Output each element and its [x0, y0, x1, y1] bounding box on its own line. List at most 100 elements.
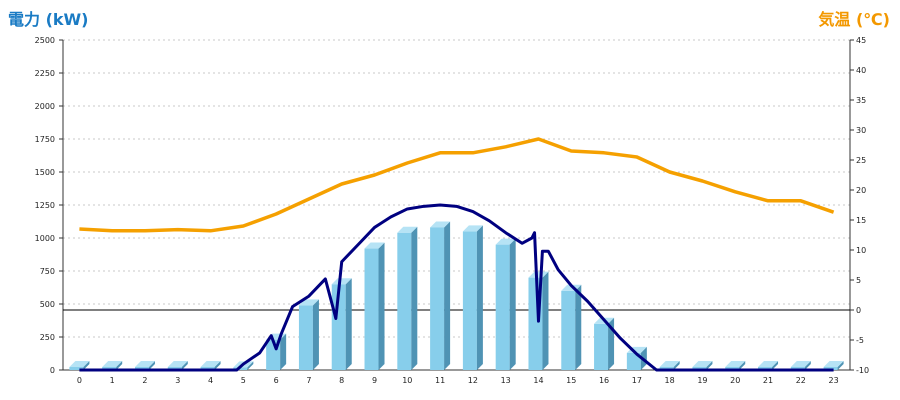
bar-side [214, 361, 221, 370]
bar-top [397, 226, 418, 233]
x-tick-label: 3 [175, 376, 180, 385]
bar-side [837, 361, 844, 370]
bar-front [397, 232, 412, 370]
bar-front [495, 244, 510, 370]
bar-top [462, 225, 483, 232]
left-tick-label: 2500 [35, 36, 55, 45]
x-tick-label: 2 [142, 376, 147, 385]
bar-top [790, 361, 811, 367]
right-tick-label: -5 [856, 336, 864, 345]
x-tick-label: 9 [372, 376, 377, 385]
bar-front [364, 248, 379, 370]
bar-top [659, 361, 680, 367]
left-tick-label: 1250 [35, 201, 55, 210]
right-tick-label: 25 [856, 156, 866, 165]
left-tick-label: 1750 [35, 135, 55, 144]
right-tick-label: 45 [856, 36, 866, 45]
x-tick-label: 11 [435, 376, 445, 385]
x-tick-label: 15 [566, 376, 576, 385]
bar-front [594, 323, 609, 370]
bar-front [462, 231, 477, 370]
bar-side [247, 361, 254, 370]
left-tick-label: 2000 [35, 102, 55, 111]
x-tick-label: 0 [77, 376, 82, 385]
bar-side [804, 361, 811, 370]
bar-side [181, 361, 188, 370]
x-tick-label: 6 [274, 376, 279, 385]
bar-side [411, 226, 418, 370]
left-tick-label: 0 [50, 366, 55, 375]
right-tick-label: -10 [856, 366, 869, 375]
bar-side [83, 361, 90, 370]
right-tick-label: 35 [856, 96, 866, 105]
right-tick-label: 5 [856, 276, 861, 285]
bar-top [430, 221, 451, 228]
bar-top [364, 242, 385, 249]
bar-side [312, 299, 319, 370]
left-tick-label: 1500 [35, 168, 55, 177]
bar-side [575, 284, 582, 370]
left-tick-label: 1000 [35, 234, 55, 243]
x-tick-label: 7 [306, 376, 311, 385]
x-tick-label: 12 [468, 376, 478, 385]
right-tick-label: 30 [856, 126, 866, 135]
bar-top [495, 238, 516, 245]
bar-front [331, 284, 346, 370]
bar-front [626, 352, 641, 370]
bar-top [134, 361, 155, 367]
left-tick-label: 250 [40, 333, 55, 342]
x-tick-label: 8 [339, 376, 344, 385]
bar-side [345, 278, 352, 370]
bar-top [102, 361, 123, 367]
x-tick-label: 21 [763, 376, 773, 385]
bar-top [69, 361, 90, 367]
x-tick-label: 18 [665, 376, 675, 385]
bar-front [298, 305, 313, 370]
x-tick-label: 10 [402, 376, 412, 385]
x-tick-label: 1 [110, 376, 115, 385]
right-tick-label: 0 [856, 306, 861, 315]
x-tick-label: 17 [632, 376, 642, 385]
bar-top [200, 361, 221, 367]
x-tick-label: 14 [533, 376, 543, 385]
x-tick-label: 20 [730, 376, 740, 385]
x-tick-label: 22 [796, 376, 806, 385]
left-tick-label: 750 [40, 267, 55, 276]
x-tick-label: 5 [241, 376, 246, 385]
bar-top [331, 278, 352, 285]
bar-side [444, 221, 451, 370]
left-tick-label: 500 [40, 300, 55, 309]
bar-top [758, 361, 779, 367]
x-tick-label: 13 [501, 376, 511, 385]
bar-side [148, 361, 155, 370]
left-tick-label: 2250 [35, 69, 55, 78]
x-tick-label: 19 [697, 376, 707, 385]
bar-front [430, 227, 445, 370]
bar-front [69, 367, 84, 370]
bar-top [725, 361, 746, 367]
bar-top [167, 361, 188, 367]
bar-top [528, 271, 549, 278]
bar-front [561, 290, 576, 370]
bar-side [280, 333, 287, 370]
right-axis-title: 気温 (℃) [818, 10, 890, 29]
bar-top [823, 361, 844, 367]
bar-side [476, 225, 483, 370]
bar-side [542, 271, 549, 370]
temperature-line [79, 137, 835, 233]
power-line [79, 203, 834, 372]
bar-side [772, 361, 779, 370]
right-tick-label: 20 [856, 186, 866, 195]
x-tick-label: 23 [829, 376, 839, 385]
x-tick-label: 16 [599, 376, 609, 385]
right-tick-label: 10 [856, 246, 866, 255]
bar-side [116, 361, 123, 370]
right-tick-label: 15 [856, 216, 866, 225]
bar-top [692, 361, 713, 367]
left-axis-title: 電力 (kW) [8, 10, 89, 29]
bar-side [673, 361, 680, 370]
bar-side [509, 238, 516, 370]
bar-side [739, 361, 746, 370]
